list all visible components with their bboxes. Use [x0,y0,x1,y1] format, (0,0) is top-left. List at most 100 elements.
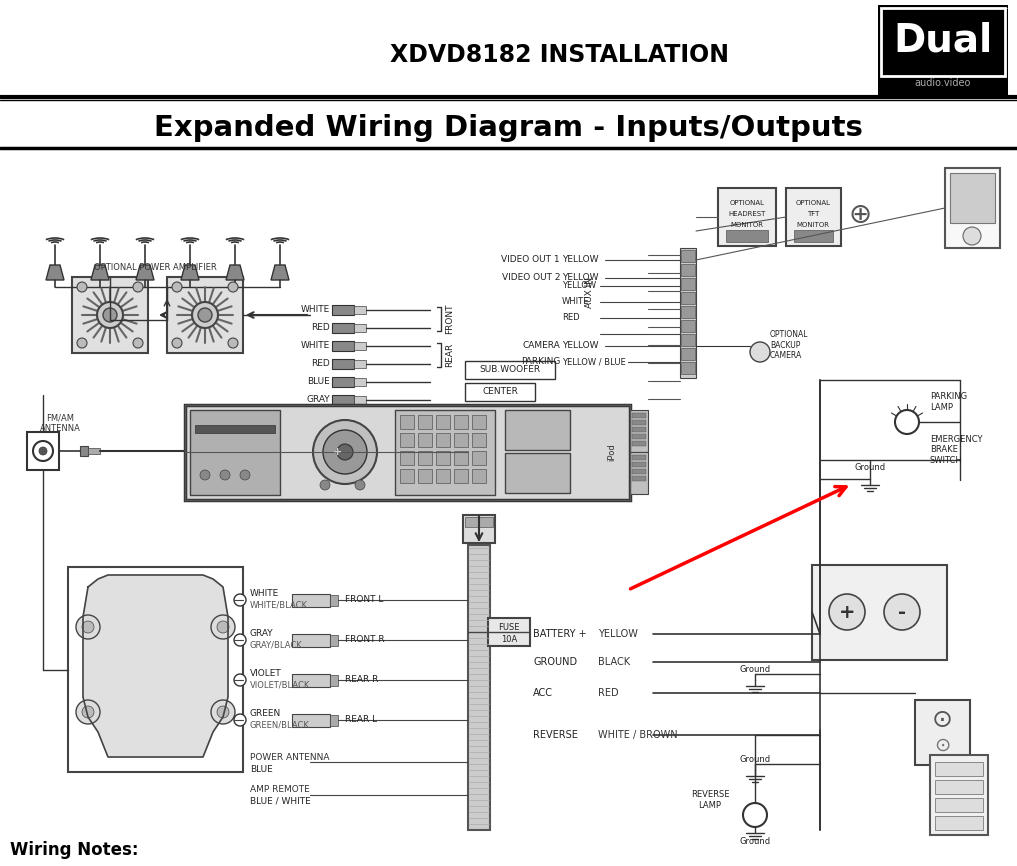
Text: FUSE: FUSE [498,623,520,631]
Text: AMP REMOTE: AMP REMOTE [250,785,310,794]
Text: RED: RED [598,688,618,698]
Circle shape [211,615,235,639]
Polygon shape [271,265,289,280]
Circle shape [77,282,87,292]
Text: GRAY/BLACK: GRAY/BLACK [250,641,303,650]
Bar [418,451,432,465]
Text: CAMERA: CAMERA [523,341,560,351]
Polygon shape [46,265,64,280]
Circle shape [217,706,229,718]
Bar [332,377,354,387]
Text: VIOLET: VIOLET [250,669,282,677]
Text: ⊙: ⊙ [934,735,950,754]
Bar [27,432,59,470]
Bar [418,415,432,429]
Text: PARKING: PARKING [521,358,560,366]
Bar [292,674,330,687]
Text: EMERGENCY
BRAKE
SWITCH: EMERGENCY BRAKE SWITCH [930,435,982,465]
Bar [185,405,630,500]
Bar [632,462,646,467]
Bar [472,433,486,447]
Bar [632,427,646,432]
Circle shape [133,282,143,292]
Bar [681,320,695,332]
Text: WHITE: WHITE [301,306,330,314]
Bar [454,415,468,429]
Bar [915,700,970,765]
Circle shape [39,447,47,455]
Bar [395,410,495,495]
Bar [878,5,1008,95]
Text: TFT: TFT [806,211,819,217]
Bar [454,433,468,447]
Circle shape [33,441,53,461]
Bar [794,230,833,242]
Text: WHITE: WHITE [562,298,590,307]
Text: audio.video: audio.video [915,78,971,88]
Bar [436,469,450,483]
Circle shape [82,706,94,718]
Text: BLUE / WHITE: BLUE / WHITE [250,797,311,805]
Circle shape [220,470,230,480]
Text: WHITE / BROWN: WHITE / BROWN [598,730,677,740]
Text: REVERSE: REVERSE [533,730,578,740]
Bar [292,594,330,607]
Bar [681,306,695,318]
Bar [463,515,495,543]
Circle shape [77,338,87,348]
Bar [292,714,330,727]
Text: Ground: Ground [739,837,771,846]
Bar [488,618,530,646]
Text: +: + [839,603,855,622]
Circle shape [240,470,250,480]
Bar [632,420,646,425]
Circle shape [234,674,246,686]
Circle shape [76,615,100,639]
Bar [332,323,354,333]
Polygon shape [83,575,228,757]
Bar [330,675,338,686]
Bar [630,452,648,494]
Bar [935,780,983,794]
Text: GRAY: GRAY [250,629,274,637]
Bar [812,565,947,660]
Bar [354,324,366,332]
Text: REVERSE
LAMP: REVERSE LAMP [691,791,729,810]
Bar [436,451,450,465]
Bar [292,634,330,647]
Bar [726,230,768,242]
Circle shape [192,302,218,328]
Bar [632,434,646,439]
Text: FM/AM
ANTENNA: FM/AM ANTENNA [40,413,80,433]
Circle shape [313,420,377,484]
Bar [681,348,695,360]
Bar [195,425,275,433]
Bar [330,595,338,606]
Text: BLACK: BLACK [598,657,631,667]
Text: RED: RED [311,359,330,369]
Text: GREEN: GREEN [250,708,282,718]
Text: HEADREST: HEADREST [728,211,766,217]
Text: Ground: Ground [739,755,771,765]
Bar [465,361,555,379]
Bar [718,188,776,246]
Text: YELLOW: YELLOW [562,274,598,282]
Text: 10A: 10A [501,635,517,643]
Text: YELLOW: YELLOW [562,341,598,351]
Text: -: - [898,603,906,622]
Text: BATTERY +: BATTERY + [533,629,587,639]
Bar [681,334,695,346]
Polygon shape [136,265,154,280]
Bar [0,0,1017,97]
Text: GREEN/BLACK: GREEN/BLACK [250,721,310,729]
Text: Ground: Ground [739,665,771,675]
Circle shape [211,700,235,724]
Bar [505,410,570,450]
Text: AUX IN: AUX IN [586,276,595,307]
Bar [632,476,646,481]
Text: RED: RED [562,313,580,322]
Text: OPTIONAL: OPTIONAL [795,200,831,206]
Circle shape [320,480,330,490]
Text: VIDEO OUT 1: VIDEO OUT 1 [501,255,560,264]
Bar [472,469,486,483]
